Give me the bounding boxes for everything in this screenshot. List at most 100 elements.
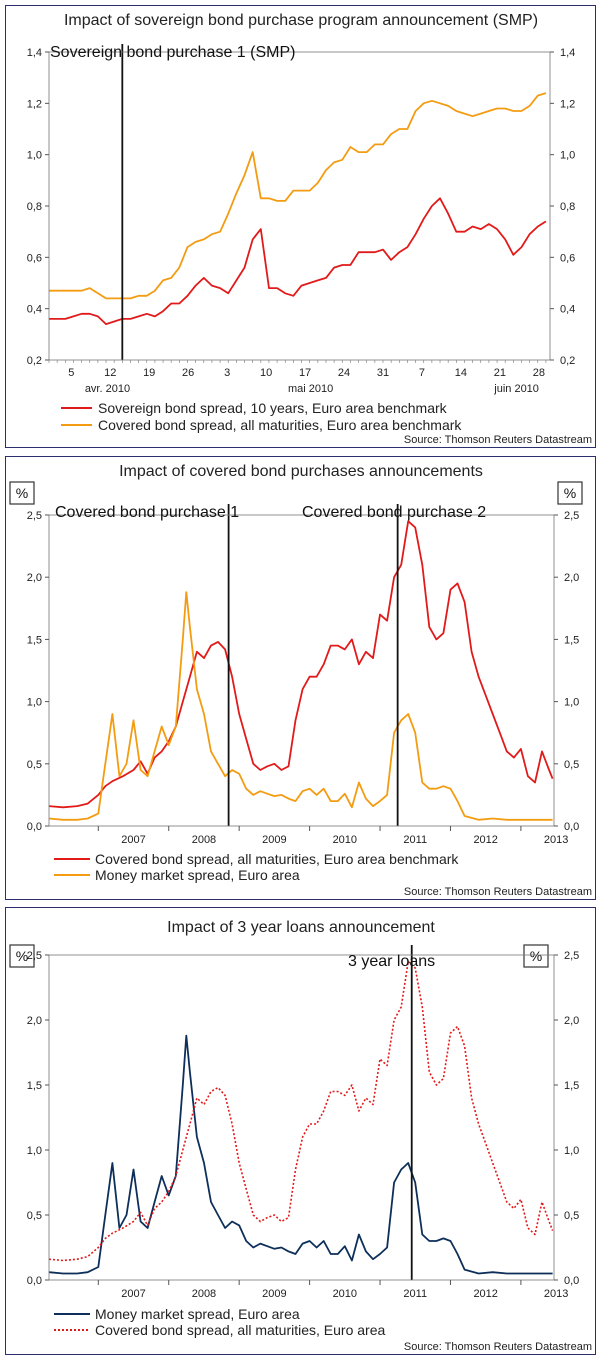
x-tick-label: 2009 [262, 834, 286, 846]
unit-box-right [557, 481, 583, 505]
chart-title: Impact of sovereign bond purchase progra… [64, 12, 538, 29]
x-tick-label: 2010 [333, 834, 357, 846]
x-month-label: avr. 2010 [85, 383, 130, 395]
x-month-label: juin 2010 [493, 383, 539, 395]
x-tick-label: 2012 [473, 1288, 497, 1300]
y-tick-label-left: 2,5 [27, 510, 42, 522]
unit-box-left [9, 481, 35, 505]
event-label-smp: Sovereign bond purchase 1 (SMP) [50, 44, 295, 61]
plot-area-frame [48, 51, 551, 361]
legend-label-covered: Covered bond spread, all maturities, Eur… [95, 851, 459, 867]
source-note: Source: Thomson Reuters Datastream [404, 1341, 592, 1353]
chart-panel-3-year-loans: Impact of 3 year loans announcement % % … [5, 907, 596, 1355]
y-tick-label-right: 0,0 [564, 1275, 579, 1287]
x-month-label: mai 2010 [288, 383, 333, 395]
y-tick-label-left: 1,2 [27, 98, 42, 110]
x-tick-label: 2007 [121, 1288, 145, 1300]
x-tick-label: 5 [68, 367, 74, 379]
y-tick-label-left: 2,0 [27, 1015, 42, 1027]
x-tick-label: 31 [377, 367, 389, 379]
series-line-2 [49, 92, 547, 300]
x-tick-label: 2011 [403, 1288, 427, 1300]
plot-area-frame [48, 514, 555, 827]
x-tick-label: 14 [455, 367, 467, 379]
plot-area-frame [48, 954, 555, 1281]
legend-label-covered: Covered bond spread, all maturities, Eur… [95, 1322, 385, 1338]
x-tick-label: 2013 [544, 834, 568, 846]
y-tick-label-right: 1,2 [560, 98, 575, 110]
x-tick-label: 24 [338, 367, 350, 379]
x-tick-label: 2012 [473, 834, 497, 846]
unit-label-right: % [530, 948, 542, 964]
y-tick-label-right: 1,5 [564, 634, 579, 646]
x-tick-label: 2007 [121, 834, 145, 846]
y-tick-label-right: 1,0 [560, 150, 575, 162]
y-tick-label-left: 1,5 [27, 634, 42, 646]
x-tick-label: 3 [224, 367, 230, 379]
unit-box-left [9, 944, 35, 968]
legend: Sovereign bond spread, 10 years, Euro ar… [61, 400, 462, 433]
y-tick-label-right: 0,0 [564, 821, 579, 833]
unit-label-left: % [16, 485, 28, 501]
x-tick-label: 12 [104, 367, 116, 379]
x-tick-label: 2008 [192, 834, 216, 846]
series-line-2 [48, 591, 553, 821]
chart-svg-3-year-loans: Impact of 3 year loans announcement % % … [9, 919, 592, 1353]
chart-svg-smp: Impact of sovereign bond purchase progra… [27, 12, 592, 446]
y-tick-label-left: 2,5 [27, 950, 42, 962]
chart-svg-covered-bond-purchases: Impact of covered bond purchases announc… [9, 463, 592, 898]
x-tick-label: 2011 [403, 834, 427, 846]
y-tick-label-left: 1,4 [27, 47, 42, 59]
y-tick-label-right: 1,5 [564, 1080, 579, 1092]
y-tick-label-left: 1,5 [27, 1080, 42, 1092]
legend-label-money-market: Money market spread, Euro area [95, 867, 300, 883]
series-line-1 [48, 520, 554, 809]
x-tick-label: 19 [143, 367, 155, 379]
y-tick-label-left: 1,0 [27, 150, 42, 162]
x-tick-label: 26 [182, 367, 194, 379]
y-tick-label-right: 0,5 [564, 759, 579, 771]
y-tick-label-right: 2,0 [564, 1015, 579, 1027]
y-tick-label-left: 0,0 [27, 1275, 42, 1287]
x-tick-label: 21 [494, 367, 506, 379]
y-tick-label-left: 1,0 [27, 1145, 42, 1157]
y-tick-label-left: 1,0 [27, 697, 42, 709]
legend: Money market spread, Euro area Covered b… [54, 1306, 385, 1338]
y-tick-label-left: 0,5 [27, 1210, 42, 1222]
event-label-purchase-1: Covered bond purchase 1 [55, 504, 239, 521]
unit-label-left: % [16, 948, 28, 964]
unit-box-right [523, 944, 549, 968]
y-tick-label-right: 0,4 [560, 304, 575, 316]
legend-label-covered: Covered bond spread, all maturities, Eur… [98, 417, 462, 433]
x-tick-label: 2013 [544, 1288, 568, 1300]
source-note: Source: Thomson Reuters Datastream [404, 886, 592, 898]
y-tick-label-left: 0,0 [27, 821, 42, 833]
series-line-1 [48, 1034, 553, 1275]
source-note: Source: Thomson Reuters Datastream [404, 434, 592, 446]
x-tick-label: 2010 [333, 1288, 357, 1300]
y-tick-label-left: 0,5 [27, 759, 42, 771]
unit-label-right: % [564, 485, 576, 501]
y-tick-label-left: 0,6 [27, 252, 42, 264]
y-tick-label-left: 0,2 [27, 355, 42, 367]
chart-panel-covered-bond-purchases: Impact of covered bond purchases announc… [5, 456, 596, 900]
chart-title: Impact of covered bond purchases announc… [119, 463, 483, 480]
y-tick-label-left: 0,4 [27, 304, 42, 316]
y-tick-label-right: 0,2 [560, 355, 575, 367]
y-tick-label-left: 0,8 [27, 201, 42, 213]
x-tick-label: 17 [299, 367, 311, 379]
series-line-1 [49, 197, 547, 326]
x-tick-label: 10 [260, 367, 272, 379]
legend-label-money-market: Money market spread, Euro area [95, 1306, 300, 1322]
y-tick-label-right: 0,8 [560, 201, 575, 213]
event-label-purchase-2: Covered bond purchase 2 [302, 504, 486, 521]
y-tick-label-left: 2,0 [27, 572, 42, 584]
x-tick-label: 28 [533, 367, 545, 379]
chart-title: Impact of 3 year loans announcement [167, 919, 435, 936]
x-tick-label: 2008 [192, 1288, 216, 1300]
y-tick-label-right: 1,4 [560, 47, 575, 59]
series-line-2 [48, 960, 554, 1262]
y-tick-label-right: 0,6 [560, 252, 575, 264]
y-tick-label-right: 0,5 [564, 1210, 579, 1222]
x-tick-label: 7 [419, 367, 425, 379]
